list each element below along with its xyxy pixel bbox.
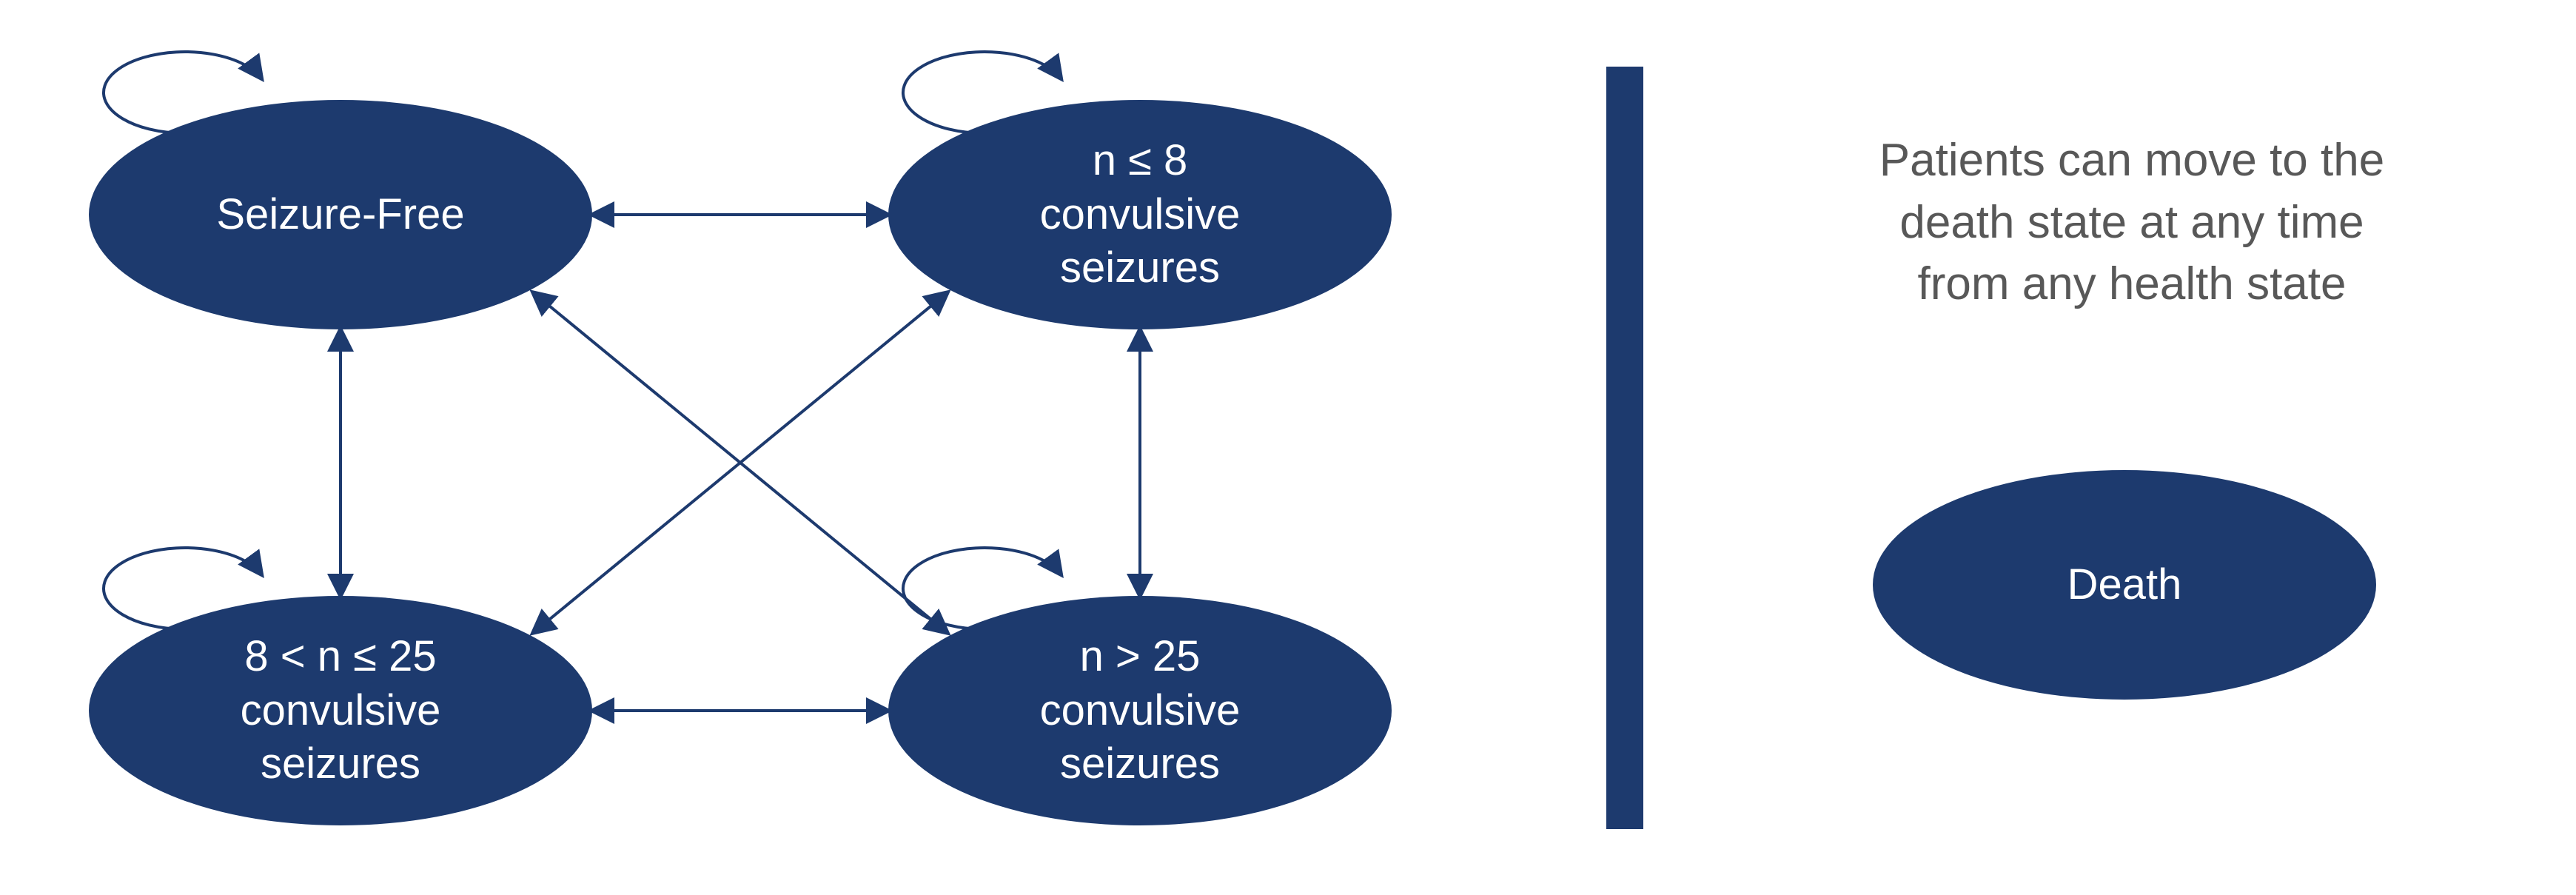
state-label: 8 < n ≤ 25convulsiveseizures (241, 630, 441, 791)
divider-bar (1606, 67, 1643, 829)
state-n-le-8: n ≤ 8convulsiveseizures (888, 100, 1392, 329)
state-label: Death (2067, 558, 2182, 612)
state-n-8-25: 8 < n ≤ 25convulsiveseizures (89, 596, 592, 825)
state-seizure-free: Seizure-Free (89, 100, 592, 329)
caption-label: Patients can move to thedeath state at a… (1879, 135, 2384, 309)
state-death: Death (1873, 470, 2376, 700)
transition-edge (533, 292, 947, 633)
state-label: Seizure-Free (216, 188, 464, 242)
state-label: n > 25convulsiveseizures (1040, 630, 1241, 791)
transition-edge (533, 292, 947, 633)
state-n-gt-25: n > 25convulsiveseizures (888, 596, 1392, 825)
state-label: n ≤ 8convulsiveseizures (1040, 134, 1241, 295)
diagram-canvas: Seizure-Free n ≤ 8convulsiveseizures 8 <… (0, 0, 2576, 895)
caption-text: Patients can move to thedeath state at a… (1799, 130, 2465, 315)
